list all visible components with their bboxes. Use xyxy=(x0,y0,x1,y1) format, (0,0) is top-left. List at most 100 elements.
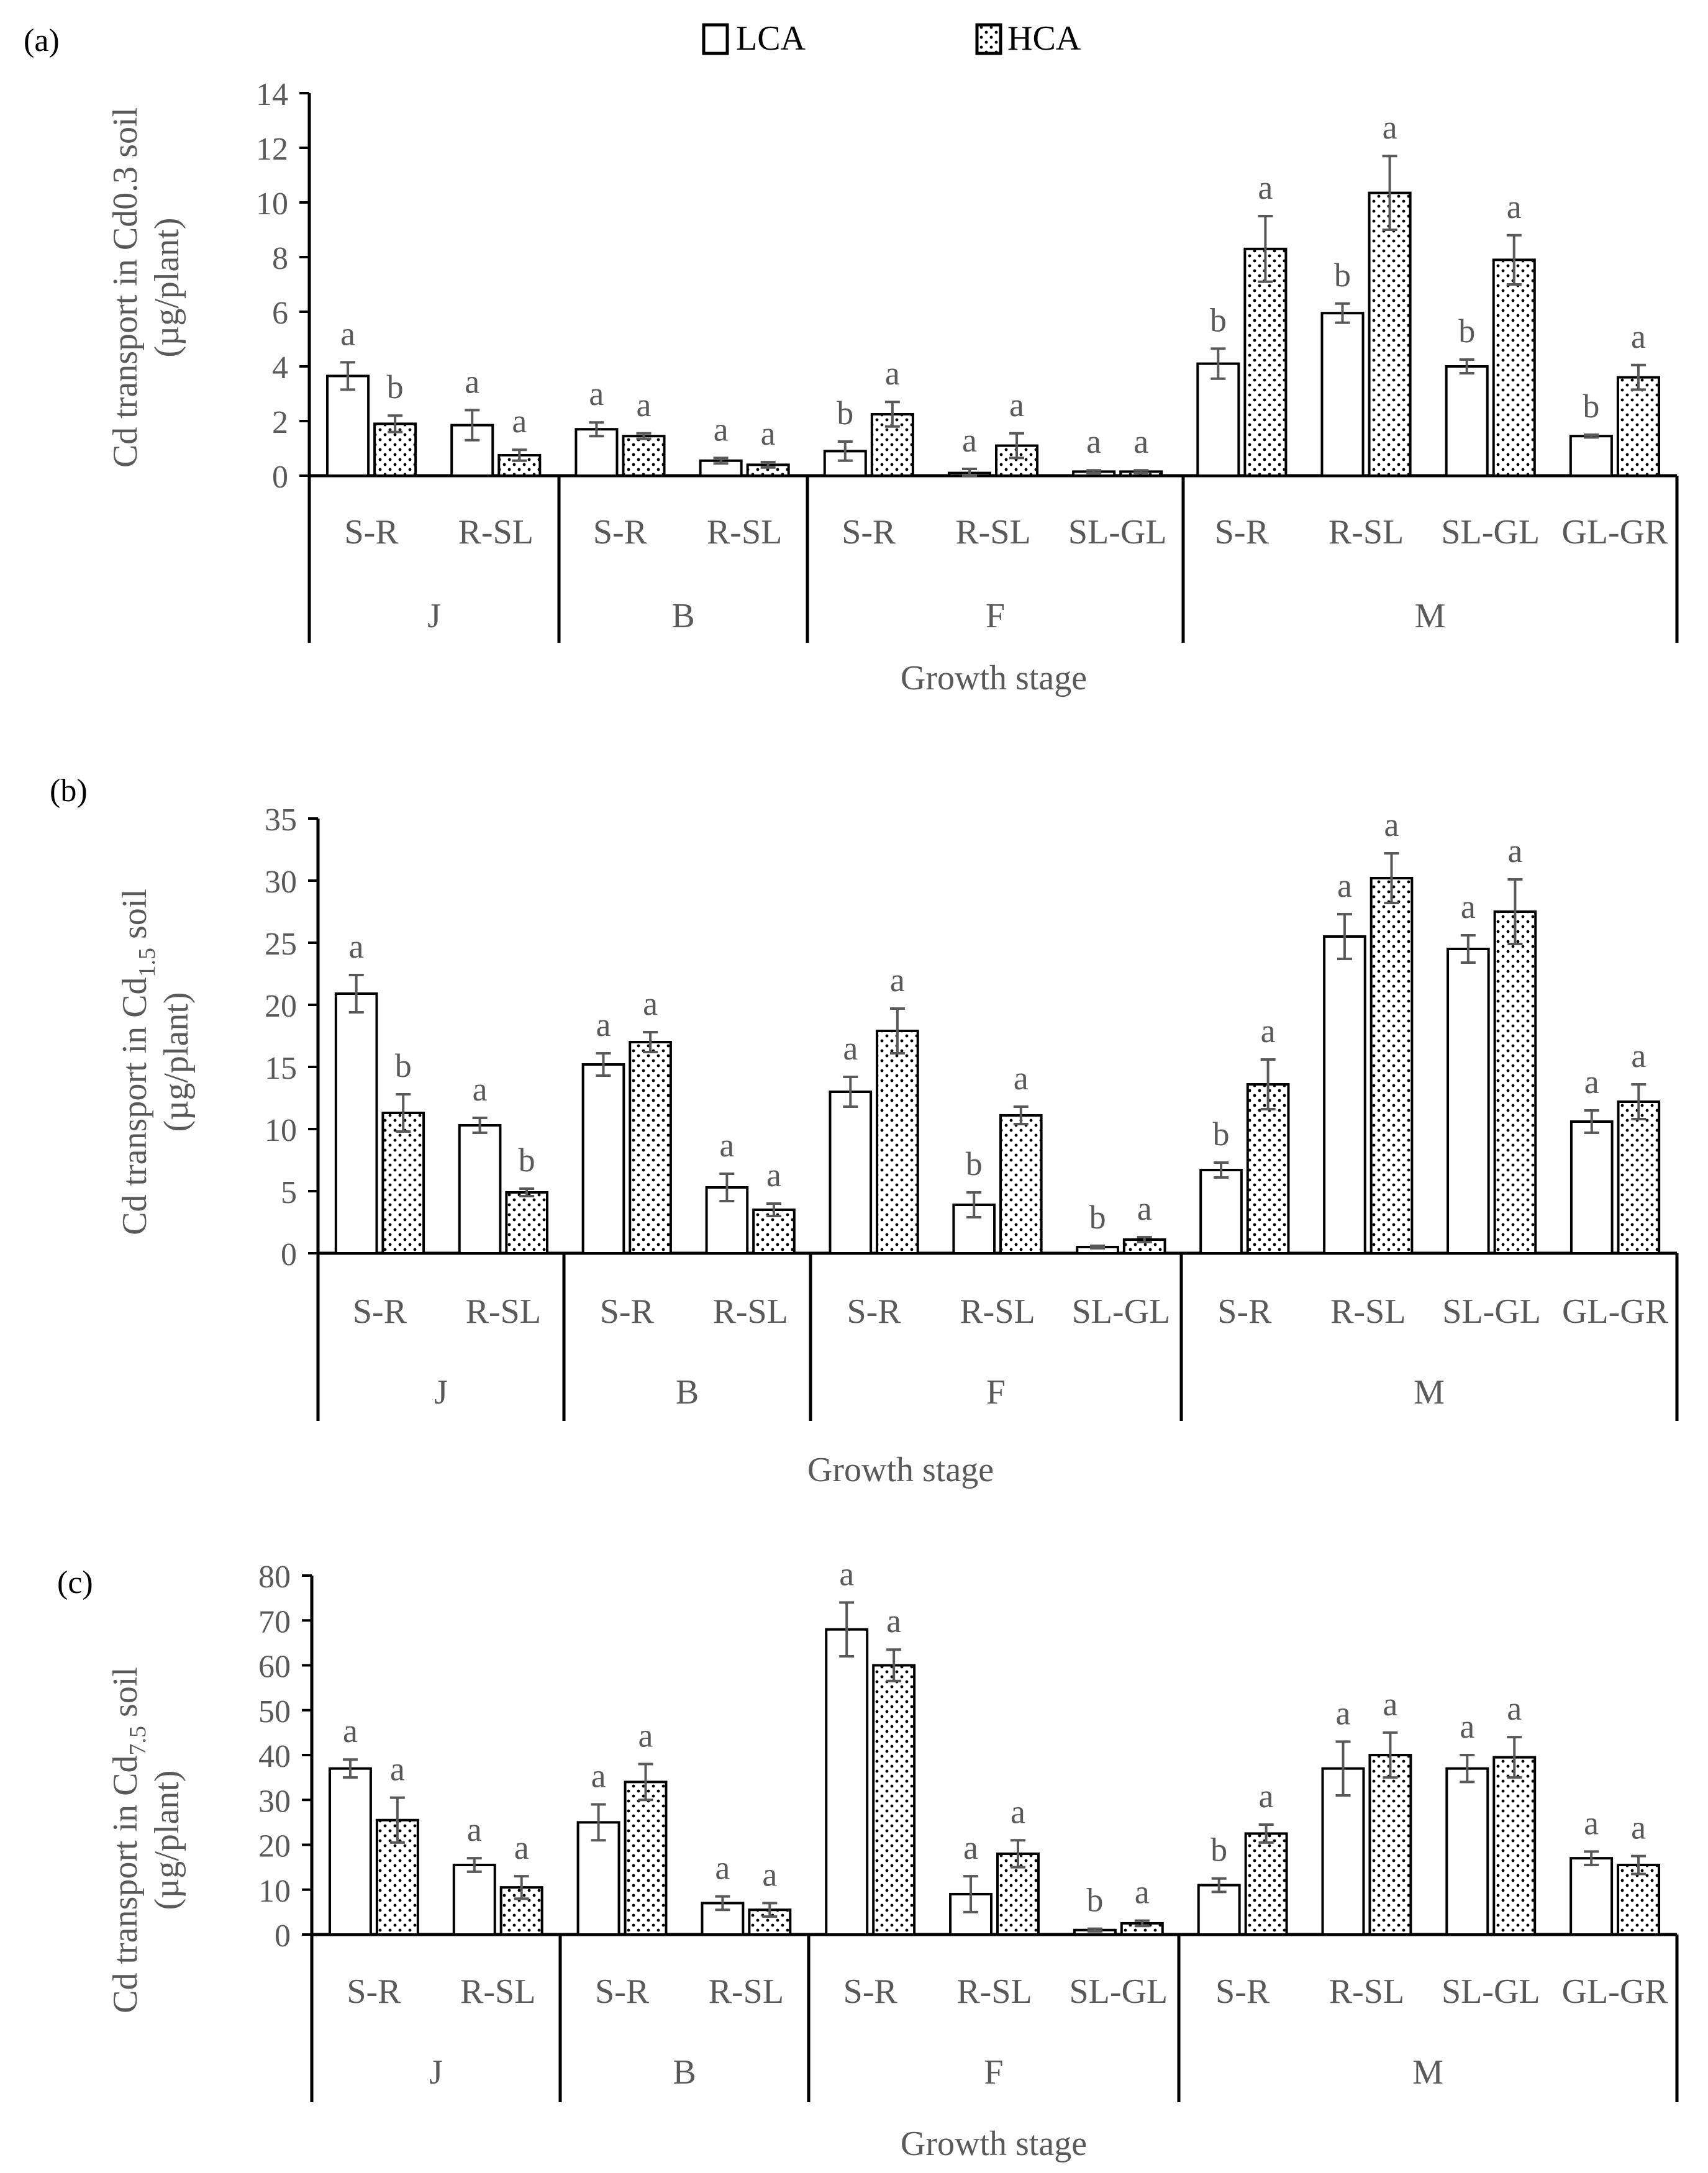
significance-letter-c: a xyxy=(1259,1777,1274,1815)
significance-letter-b: b xyxy=(966,1145,983,1182)
bar-hca-b xyxy=(876,1030,919,1254)
y-axis-title-b-sub: 1.5 xyxy=(134,948,160,978)
significance-letter-a: a xyxy=(714,411,729,448)
y-tick-label-c: 80 xyxy=(258,1559,291,1595)
significance-letter-b: a xyxy=(1631,1037,1646,1074)
legend-label-hca: HCA xyxy=(1007,19,1081,58)
significance-letter-c: a xyxy=(467,1811,482,1848)
panel-c: (c) Cd transport in Cd7.5 soil (µg/plant… xyxy=(57,1555,1679,2163)
significance-letter-c: a xyxy=(514,1829,529,1866)
y-tick-label-c: 50 xyxy=(258,1694,291,1730)
category-label-a: SL-GL xyxy=(1441,513,1540,551)
y-axis-label-a: Cd transport in Cd0.3 soil (µg/plant) xyxy=(106,107,186,468)
bar-hca-b xyxy=(1246,1083,1290,1254)
significance-letter-b: a xyxy=(1137,1190,1152,1227)
y-tick-label-b: 5 xyxy=(281,1175,297,1210)
significance-letter-b: a xyxy=(1584,1063,1599,1100)
significance-letter-a: b xyxy=(1583,388,1599,425)
bar-lca-c xyxy=(1569,1857,1614,1936)
y-tick-label-a: 6 xyxy=(272,296,288,331)
panel-label-c: (c) xyxy=(57,1565,93,1600)
stage-label-b: F xyxy=(986,1373,1006,1412)
y-tick-label-b: 25 xyxy=(265,927,297,962)
significance-letter-b: a xyxy=(843,1030,858,1067)
bar-lca-c xyxy=(328,1767,372,1936)
significance-letter-c: a xyxy=(1135,1874,1150,1911)
category-label-a: R-SL xyxy=(955,513,1030,551)
y-tick-label-a: 14 xyxy=(256,77,288,112)
stage-label-b: M xyxy=(1414,1373,1445,1412)
category-label-a: R-SL xyxy=(1329,513,1404,551)
category-label-a: R-SL xyxy=(458,513,534,551)
bar-lca-b xyxy=(1199,1169,1243,1254)
legend: LCA HCA xyxy=(702,19,1081,58)
bar-hca-c xyxy=(1244,1832,1288,1936)
bar-hca-b xyxy=(629,1041,672,1254)
significance-letter-b: a xyxy=(1261,1012,1276,1050)
significance-letter-a: a xyxy=(962,422,977,459)
bar-lca-b xyxy=(458,1124,502,1254)
y-tick-label-a: 12 xyxy=(256,132,288,167)
bar-hca-a xyxy=(622,435,666,478)
category-label-b: SL-GL xyxy=(1072,1292,1171,1331)
significance-letter-c: a xyxy=(1507,1690,1522,1727)
significance-letter-a: a xyxy=(340,315,355,352)
category-label-a: R-SL xyxy=(707,513,782,551)
category-label-b: S-R xyxy=(1217,1292,1272,1331)
legend-swatch-lca xyxy=(702,23,729,55)
bar-hca-b xyxy=(1493,910,1537,1254)
y-axis-title-c-tail: soil xyxy=(106,1667,145,1726)
stage-label-b: J xyxy=(434,1373,448,1412)
y-tick-label-b: 20 xyxy=(265,989,297,1024)
bar-lca-c xyxy=(1197,1884,1241,1936)
significance-letter-c: a xyxy=(762,1856,777,1893)
bar-lca-c xyxy=(825,1628,869,1936)
significance-letter-c: a xyxy=(343,1712,358,1749)
legend-swatch-hca xyxy=(975,23,1002,55)
category-label-b: S-R xyxy=(353,1292,407,1331)
y-axis-unit-c: (µg/plant) xyxy=(148,1770,186,1910)
y-tick-label-a: 2 xyxy=(272,405,288,440)
significance-letter-a: b xyxy=(837,394,853,432)
bar-hca-b xyxy=(1370,877,1414,1254)
panel-b: (b) Cd transport in Cd1.5 soil (µg/plant… xyxy=(50,773,1679,1489)
plot-area-b: 05101520253035JS-RabR-SLabBS-RaaR-SLaaFS… xyxy=(265,802,1679,1421)
significance-letter-a: a xyxy=(1009,386,1024,424)
significance-letter-a: a xyxy=(589,375,604,412)
y-axis-label-b: Cd transport in Cd1.5 soil (µg/plant) xyxy=(116,889,196,1235)
bar-hca-c xyxy=(1617,1864,1661,1936)
bar-lca-a xyxy=(326,374,370,478)
significance-letter-b: b xyxy=(1089,1199,1106,1236)
category-label-a: S-R xyxy=(593,513,648,551)
significance-letter-c: a xyxy=(886,1602,901,1640)
significance-letter-b: a xyxy=(349,928,364,965)
stage-label-a: J xyxy=(427,597,441,635)
significance-letter-a: b xyxy=(1210,301,1227,338)
stage-label-a: F xyxy=(986,597,1005,635)
bar-lca-b xyxy=(829,1091,873,1254)
bar-hca-c xyxy=(1492,1756,1537,1936)
significance-letter-c: b xyxy=(1211,1831,1227,1869)
category-label-c: S-R xyxy=(1215,1972,1270,2011)
significance-letter-c: a xyxy=(591,1757,606,1794)
significance-letter-a: a xyxy=(1133,423,1148,460)
bar-hca-a xyxy=(1492,258,1536,477)
category-label-a: S-R xyxy=(345,513,399,551)
panel-label-a: (a) xyxy=(24,23,60,58)
significance-letter-b: a xyxy=(890,961,905,999)
y-tick-label-c: 20 xyxy=(258,1829,291,1864)
significance-letter-b: b xyxy=(1213,1115,1230,1153)
bar-lca-b xyxy=(1447,948,1490,1254)
y-tick-label-b: 30 xyxy=(265,864,297,900)
category-label-c: S-R xyxy=(595,1972,650,2011)
significance-letter-a: a xyxy=(1086,423,1101,460)
category-label-b: R-SL xyxy=(1330,1292,1406,1331)
bar-lca-c xyxy=(452,1864,496,1936)
category-label-a: GL-GR xyxy=(1561,513,1668,551)
significance-letter-a: a xyxy=(465,363,479,400)
panel-label-b: (b) xyxy=(50,773,88,809)
bar-hca-c xyxy=(1368,1754,1412,1936)
significance-letter-b: a xyxy=(473,1071,488,1108)
bar-hca-b xyxy=(999,1114,1043,1254)
